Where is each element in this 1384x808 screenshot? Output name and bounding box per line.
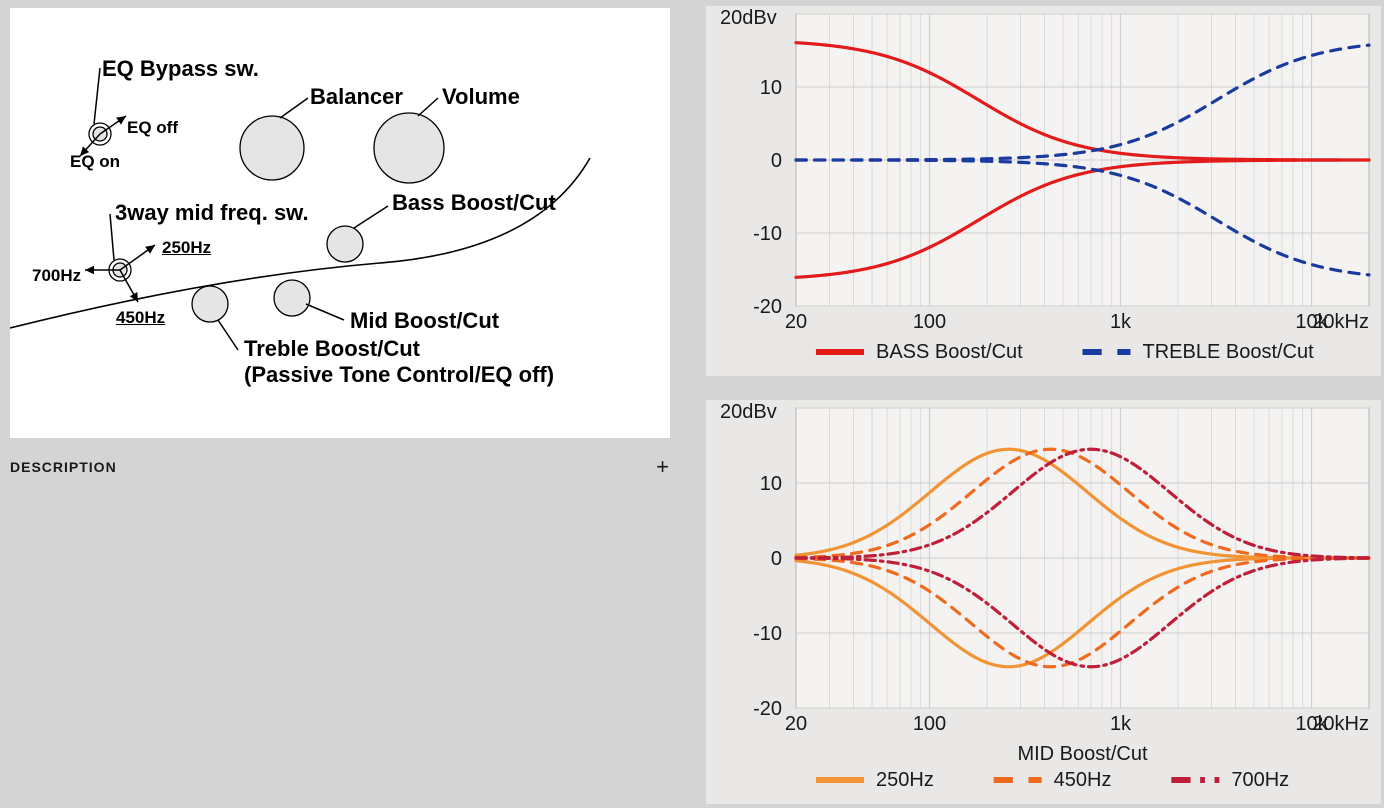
svg-text:20kHz: 20kHz [1312,311,1369,333]
svg-text:10: 10 [760,77,782,99]
svg-text:0: 0 [771,548,782,570]
svg-text:MID Boost/Cut: MID Boost/Cut [1017,743,1147,765]
label-eq-off: EQ off [127,118,178,138]
label-mid: Mid Boost/Cut [350,308,499,334]
label-eq-bypass: EQ Bypass sw. [102,56,259,82]
svg-text:20: 20 [785,713,807,735]
expand-icon[interactable]: + [656,454,670,480]
svg-text:TREBLE Boost/Cut: TREBLE Boost/Cut [1143,341,1315,363]
label-250hz: 250Hz [162,238,211,258]
bass-treble-chart: 201001k10k20kHz-20-1001020dBvBASS Boost/… [706,6,1381,376]
description-row[interactable]: DESCRIPTION + [10,452,670,482]
svg-text:-10: -10 [753,223,782,245]
svg-text:100: 100 [913,311,946,333]
svg-text:0: 0 [771,150,782,172]
label-700hz: 700Hz [32,266,81,286]
svg-text:10: 10 [760,473,782,495]
label-volume: Volume [442,84,520,110]
svg-text:700Hz: 700Hz [1231,769,1289,791]
svg-text:-20: -20 [753,698,782,720]
svg-text:20dBv: 20dBv [720,401,777,423]
svg-text:1k: 1k [1110,713,1132,735]
svg-text:450Hz: 450Hz [1054,769,1112,791]
description-heading: DESCRIPTION [10,459,117,475]
label-treble2: (Passive Tone Control/EQ off) [244,362,554,388]
mid-chart: 201001k10k20kHz-20-1001020dBvMID Boost/C… [706,400,1381,804]
svg-text:1k: 1k [1110,311,1132,333]
svg-text:20: 20 [785,311,807,333]
label-bass: Bass Boost/Cut [392,190,556,216]
svg-text:-10: -10 [753,623,782,645]
svg-text:20dBv: 20dBv [720,7,777,29]
svg-text:100: 100 [913,713,946,735]
svg-text:-20: -20 [753,296,782,318]
control-diagram-panel: EQ Bypass sw. Balancer Volume EQ off EQ … [10,8,670,438]
label-450hz: 450Hz [116,308,165,328]
label-eq-on: EQ on [70,152,120,172]
label-balancer: Balancer [310,84,403,110]
svg-text:250Hz: 250Hz [876,769,934,791]
svg-text:BASS Boost/Cut: BASS Boost/Cut [876,341,1023,363]
svg-text:20kHz: 20kHz [1312,713,1369,735]
label-midfreq: 3way mid freq. sw. [115,200,309,226]
label-treble1: Treble Boost/Cut [244,336,420,362]
